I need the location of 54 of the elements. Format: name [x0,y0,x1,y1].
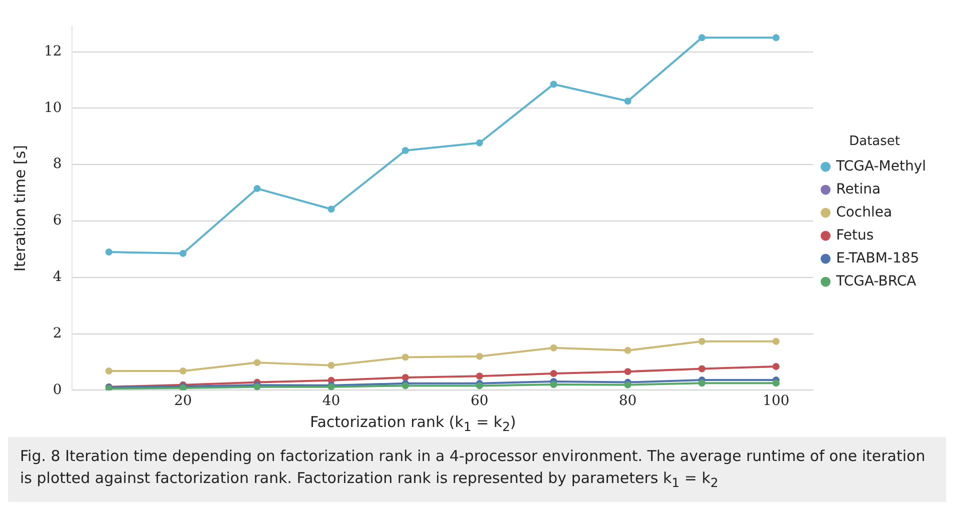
point [402,382,409,390]
point [105,248,112,256]
point [180,250,187,257]
point [328,362,335,369]
point [624,368,632,376]
legend-label: TCGA-BRCA [835,273,917,290]
point [402,146,409,154]
point [476,139,484,146]
legend-label: Retina [836,181,881,198]
point [476,372,484,380]
legend-label: Cochlea [836,204,892,220]
point [328,206,335,213]
point [772,363,780,370]
point [476,352,484,360]
point [550,381,558,388]
y-tick-label: 0 [52,382,62,398]
x-tick-label: 100 [762,393,790,410]
point [772,338,780,345]
point [402,354,409,361]
point [402,374,409,382]
point [550,344,558,352]
point [254,359,261,366]
point [772,34,780,42]
y-tick-label: 8 [52,156,62,172]
point [624,346,632,354]
x-tick-label: 20 [174,393,192,410]
point [624,381,632,388]
point [550,370,558,378]
point [105,368,112,375]
x-tick-label: 80 [618,393,637,410]
y-tick-label: 6 [52,212,62,229]
point [624,98,632,105]
x-tick-label: 40 [322,393,340,410]
y-tick-label: 10 [44,100,62,116]
point [180,368,187,375]
legend-label: E-TABM-185 [836,250,920,266]
point [698,338,706,345]
point [698,365,706,372]
point [698,34,706,42]
point [772,380,780,387]
caption: Fig. 8 Iteration time depending on factorization rank in a 4-processor environment. The average runtime of one iteration is plotted against factorization rank. Factorization rank is represented by parameters k$_{1}$ = k$_{2}$ [8,437,946,502]
x-tick-label: 60 [470,393,488,410]
point [698,380,706,387]
y-axis-title: Iteration time [s] [10,145,29,272]
legend-label: TCGA-Methyl [835,158,926,174]
x-axis-title: Factorization rank (k$_{1}$ = k$_{2}$) [308,413,518,436]
point [476,382,484,390]
point [254,185,261,192]
y-tick-label: 2 [52,325,62,342]
legend-title: Dataset [849,134,900,150]
y-tick-label: 12 [44,43,62,60]
legend-label: Fetus [836,227,874,244]
y-tick-label: 4 [52,269,62,286]
point [550,80,558,88]
